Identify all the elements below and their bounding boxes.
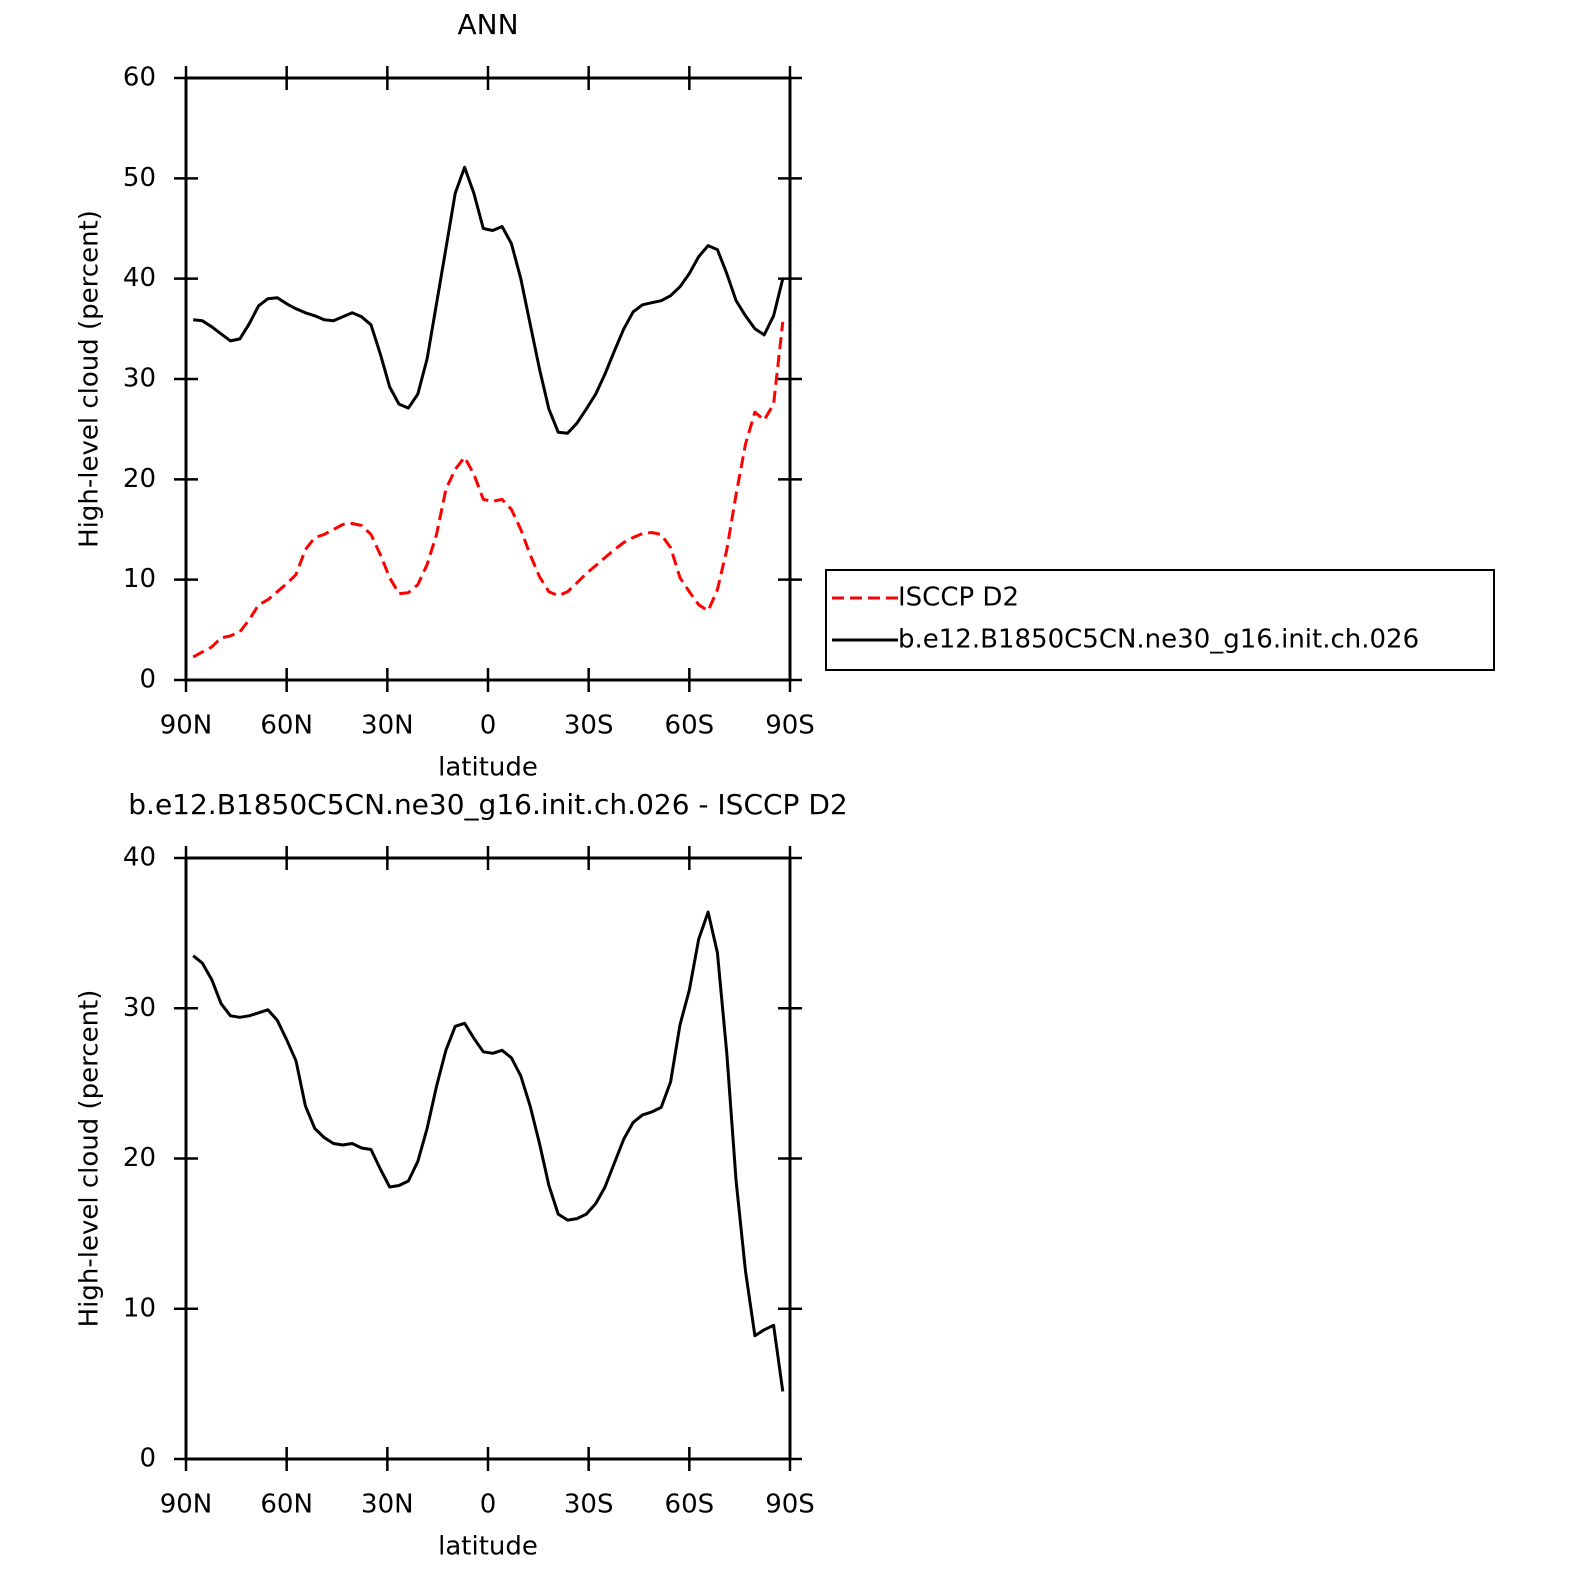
plot-frame bbox=[184, 76, 792, 682]
legend-label: b.e12.B1850C5CN.ne30_g16.init.ch.026 bbox=[898, 625, 1419, 655]
series-line bbox=[193, 165, 785, 435]
chart-title: ANN bbox=[457, 8, 518, 41]
y-axis-label: High-level cloud (percent) bbox=[75, 210, 105, 548]
y-tick-label: 60 bbox=[123, 63, 156, 93]
x-axis-label: latitude bbox=[438, 753, 538, 783]
y-tick-label: 10 bbox=[123, 1293, 156, 1323]
x-tick-label: 90S bbox=[765, 1490, 815, 1520]
x-tick-label: 60S bbox=[665, 1490, 715, 1520]
y-tick-label: 30 bbox=[123, 993, 156, 1023]
y-tick-label: 20 bbox=[123, 1143, 156, 1173]
x-tick-label: 90S bbox=[765, 711, 815, 741]
legend-label: ISCCP D2 bbox=[898, 583, 1019, 613]
x-tick-label: 30N bbox=[361, 711, 414, 741]
legend-box bbox=[825, 569, 1495, 671]
x-tick-label: 0 bbox=[480, 711, 497, 741]
y-axis-label: High-level cloud (percent) bbox=[75, 990, 105, 1328]
chart-title: b.e12.B1850C5CN.ne30_g16.init.ch.026 - I… bbox=[128, 788, 847, 821]
x-tick-label: 30N bbox=[361, 1490, 414, 1520]
x-axis-label: latitude bbox=[438, 1532, 538, 1562]
x-tick-label: 90N bbox=[160, 711, 213, 741]
y-tick-label: 50 bbox=[123, 163, 156, 193]
series-line bbox=[192, 910, 785, 1392]
x-tick-label: 60N bbox=[260, 711, 313, 741]
y-tick-label: 40 bbox=[123, 263, 156, 293]
x-tick-label: 30S bbox=[564, 1490, 614, 1520]
y-tick-label: 40 bbox=[123, 843, 156, 873]
y-tick-label: 30 bbox=[123, 364, 156, 394]
x-tick-label: 60N bbox=[260, 1490, 313, 1520]
x-tick-label: 30S bbox=[564, 711, 614, 741]
y-tick-label: 20 bbox=[123, 464, 156, 494]
y-tick-label: 0 bbox=[139, 665, 156, 695]
y-tick-label: 10 bbox=[123, 564, 156, 594]
x-tick-label: 90N bbox=[160, 1490, 213, 1520]
plot-frame bbox=[184, 856, 792, 1461]
y-tick-label: 0 bbox=[139, 1444, 156, 1474]
x-tick-label: 0 bbox=[480, 1490, 497, 1520]
series-line bbox=[192, 321, 785, 659]
x-tick-label: 60S bbox=[665, 711, 715, 741]
